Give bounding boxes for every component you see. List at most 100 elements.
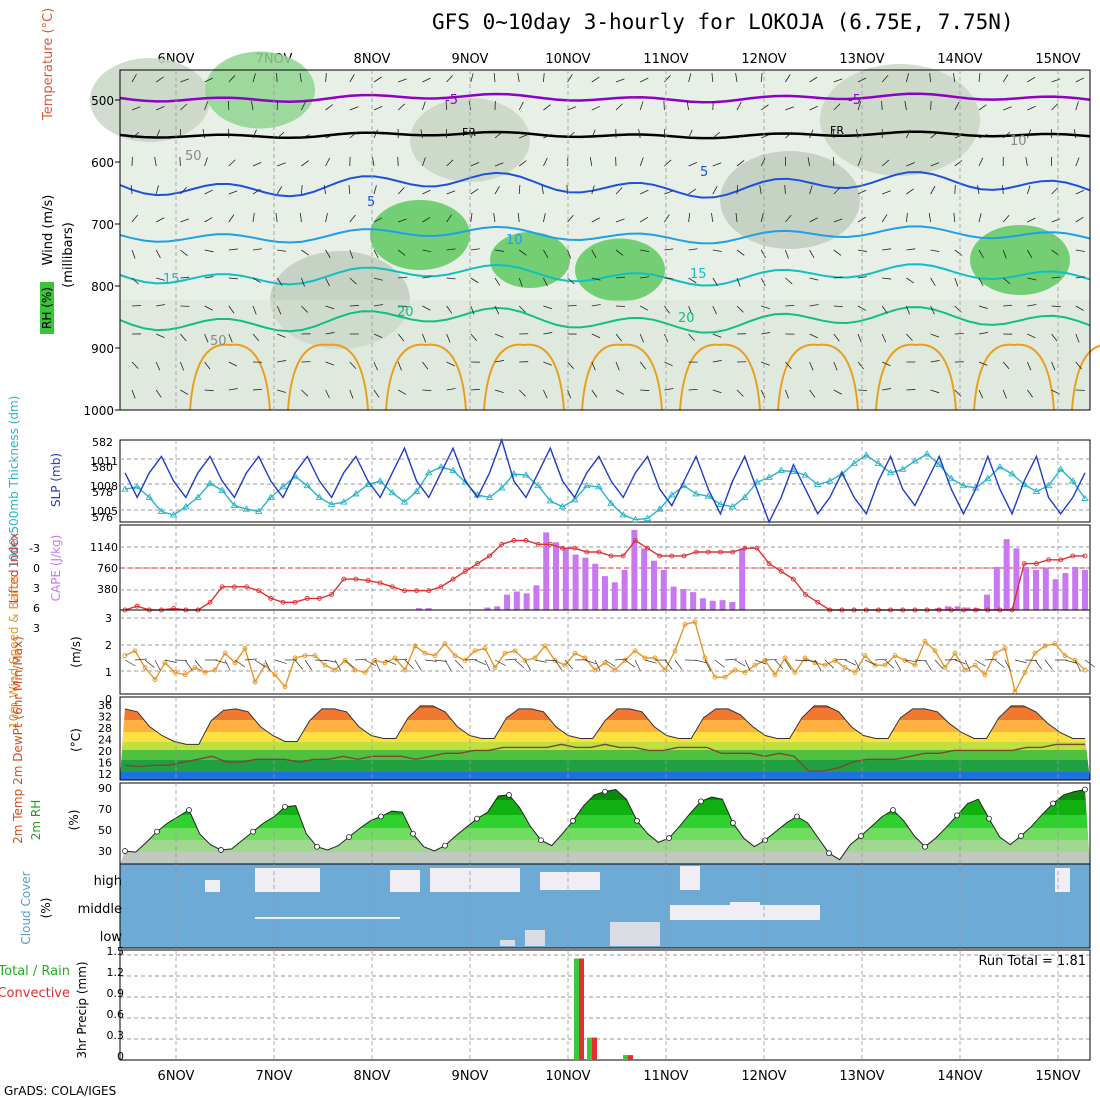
wind-speed-line-point xyxy=(442,641,448,647)
thickness-line-point xyxy=(412,487,421,494)
wind-barb xyxy=(882,277,892,280)
lifted-index-line-point xyxy=(1082,553,1088,559)
wind-barb xyxy=(930,100,932,111)
wind-barb xyxy=(494,305,500,315)
wind-speed-line-point xyxy=(142,665,148,671)
rh-shade-region xyxy=(575,238,665,302)
lifted-index-line-point xyxy=(499,541,505,547)
wind-speed-line-point xyxy=(492,665,498,671)
wind-barb xyxy=(978,73,981,83)
wind-barb xyxy=(301,305,308,313)
wind-barb xyxy=(736,305,744,313)
wind-barb-10m xyxy=(584,659,597,665)
rh-band xyxy=(120,789,1090,800)
wind-barb-10m xyxy=(974,659,986,667)
wind-barb xyxy=(640,189,649,195)
wind-barb xyxy=(446,277,456,280)
wind-barb-10m xyxy=(524,659,532,671)
lifted-index-line-point xyxy=(669,553,675,559)
wind-barb xyxy=(567,389,572,399)
lifted-index-line-point xyxy=(341,576,347,582)
wind-barb xyxy=(882,190,891,195)
wind-barb-10m xyxy=(164,659,177,663)
wind-barb xyxy=(494,162,504,167)
lifted-index-line-point xyxy=(778,568,784,574)
lifted-index-line-point xyxy=(207,599,213,605)
wind-barb-10m xyxy=(294,659,303,670)
wind-barb xyxy=(277,333,286,338)
wind-barb-10m xyxy=(304,659,313,671)
wind-barb xyxy=(688,73,692,83)
wind-barb xyxy=(325,277,330,287)
wind-barb xyxy=(615,249,624,256)
wind-barb xyxy=(736,160,745,167)
wind-speed-line-point xyxy=(212,667,218,673)
wind-barb xyxy=(204,157,208,167)
wind-barb xyxy=(930,132,938,139)
wind-speed-line-point xyxy=(122,653,128,659)
rh-point xyxy=(602,788,608,795)
wind-barb xyxy=(398,276,408,279)
wind-barb xyxy=(615,389,625,395)
wind-barb xyxy=(422,101,426,111)
wind-barb xyxy=(470,213,473,223)
wind-speed-line xyxy=(124,621,1086,694)
wind-barb-10m xyxy=(214,659,227,664)
lifted-index-line-point xyxy=(438,584,444,590)
isotherm-loop xyxy=(875,343,957,411)
wind-barb xyxy=(929,73,931,83)
wind-speed-line-point xyxy=(872,662,878,668)
wind-speed-line-point xyxy=(402,667,408,673)
wind-barb xyxy=(252,188,261,195)
contour-label: 50 xyxy=(185,149,202,164)
lifted-index-line-point xyxy=(268,595,274,601)
wind-barb xyxy=(930,185,936,195)
wind-barb-10m xyxy=(934,659,944,670)
wind-barb xyxy=(325,134,335,139)
wind-barb xyxy=(615,333,622,342)
wind-barb xyxy=(1051,276,1061,279)
wind-barb xyxy=(833,389,842,395)
wind-barb-10m xyxy=(994,659,1005,668)
cloud-high-block xyxy=(390,870,420,892)
wind-barb xyxy=(397,187,405,195)
wind-speed-line-point xyxy=(462,657,468,663)
wind-barb xyxy=(131,74,137,83)
precip-bg xyxy=(120,950,1090,1060)
wind-barb-10m xyxy=(414,659,422,671)
wind-barb xyxy=(906,73,909,83)
wind-barb xyxy=(422,77,431,83)
wind-barb xyxy=(688,277,697,284)
wind-barb xyxy=(446,248,456,251)
wind-barb xyxy=(1051,103,1059,111)
wind-speed-line-point xyxy=(882,662,888,668)
lifted-index-line-point xyxy=(620,553,626,559)
wind-barb xyxy=(615,276,625,279)
wind-barb xyxy=(954,101,960,111)
wind-tick-label: 0 xyxy=(105,693,112,706)
wind-barb xyxy=(277,249,287,252)
wind-barb xyxy=(712,360,722,363)
wind-barb xyxy=(155,361,161,371)
wind-barb xyxy=(977,185,980,195)
wind-barb-10m xyxy=(884,659,894,669)
thickness-line-point xyxy=(254,507,263,514)
thickness-line-point xyxy=(522,471,530,478)
wind-barb xyxy=(204,189,213,195)
cape-bar xyxy=(1082,569,1088,610)
cape-axis-label: CAPE (J/kg) xyxy=(49,535,63,602)
cape-bar xyxy=(1052,579,1059,610)
wind-barb xyxy=(1002,214,1010,223)
wind-barb xyxy=(323,185,326,195)
wind-barb xyxy=(275,213,278,223)
cape-bar xyxy=(944,606,951,610)
wind-barb xyxy=(833,305,843,307)
wind-barb xyxy=(833,103,841,111)
wind-barb xyxy=(809,185,813,195)
wind-barb-10m xyxy=(334,659,341,671)
cloud-axis-label: Cloud Cover xyxy=(19,871,33,944)
precip-tick-label: 0.6 xyxy=(107,1008,125,1021)
wind-speed-line-point xyxy=(502,650,508,656)
cloud-level-label: middle xyxy=(78,902,122,917)
temp-axis-label: 2m Temp 2m DewPt (6hr Min/Max) xyxy=(11,636,25,844)
